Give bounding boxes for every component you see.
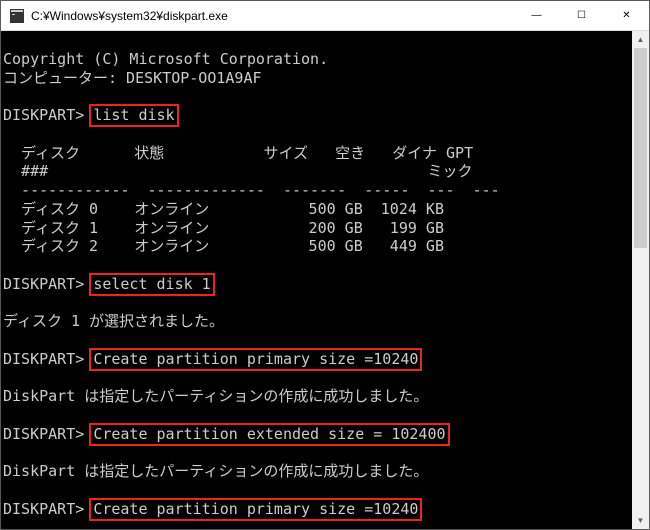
console-output[interactable]: Copyright (C) Microsoft Corporation. コンピ… [1, 31, 632, 529]
close-button[interactable]: ✕ [604, 1, 649, 30]
maximize-button[interactable]: ☐ [559, 1, 604, 30]
titlebar[interactable]: C:¥Windows¥system32¥diskpart.exe — ☐ ✕ [1, 1, 649, 31]
prompt: DISKPART> [3, 350, 84, 368]
scroll-thumb[interactable] [634, 48, 647, 248]
minimize-button[interactable]: — [514, 1, 559, 30]
highlight-select-disk: select disk 1 [89, 273, 214, 296]
highlight-list-disk: list disk [89, 104, 178, 127]
app-icon [9, 8, 25, 24]
scroll-down-button[interactable]: ▼ [632, 512, 649, 529]
window-controls: — ☐ ✕ [514, 1, 649, 30]
highlight-create-extended: Create partition extended size = 102400 [89, 423, 449, 446]
table-divider: ------------ ------------- ------- -----… [3, 181, 500, 199]
diskpart-name: DiskPart [3, 387, 75, 405]
copyright-text: Copyright (C) Microsoft Corporation. [3, 50, 328, 68]
msg-partition-success: は指定したパーティションの作成に成功しました。 [75, 462, 428, 480]
diskpart-window: C:¥Windows¥system32¥diskpart.exe — ☐ ✕ C… [0, 0, 650, 530]
msg-partition-success: は指定したパーティションの作成に成功しました。 [75, 387, 428, 405]
table-row: ディスク 2 オンライン 500 GB 449 GB [3, 237, 444, 255]
highlight-create-primary2: Create partition primary size =10240 [89, 498, 422, 521]
table-header: ディスク 状態 サイズ 空き ダイナ GPT ### ミック [3, 144, 473, 181]
computer-line: コンピューター: DESKTOP-OO1A9AF [3, 69, 262, 87]
vertical-scrollbar[interactable]: ▲ ▼ [632, 31, 649, 529]
table-row: ディスク 1 オンライン 200 GB 199 GB [3, 219, 444, 237]
diskpart-name: DiskPart [3, 462, 75, 480]
prompt: DISKPART> [3, 106, 84, 124]
scroll-track[interactable] [632, 48, 649, 512]
scroll-up-button[interactable]: ▲ [632, 31, 649, 48]
prompt: DISKPART> [3, 425, 84, 443]
highlight-create-primary1: Create partition primary size =10240 [89, 348, 422, 371]
window-title: C:¥Windows¥system32¥diskpart.exe [31, 9, 514, 23]
table-row: ディスク 0 オンライン 500 GB 1024 KB [3, 200, 444, 218]
prompt: DISKPART> [3, 275, 84, 293]
prompt: DISKPART> [3, 500, 84, 518]
console-area: Copyright (C) Microsoft Corporation. コンピ… [1, 31, 649, 529]
msg-disk-selected: ディスク 1 が選択されました。 [3, 312, 224, 330]
